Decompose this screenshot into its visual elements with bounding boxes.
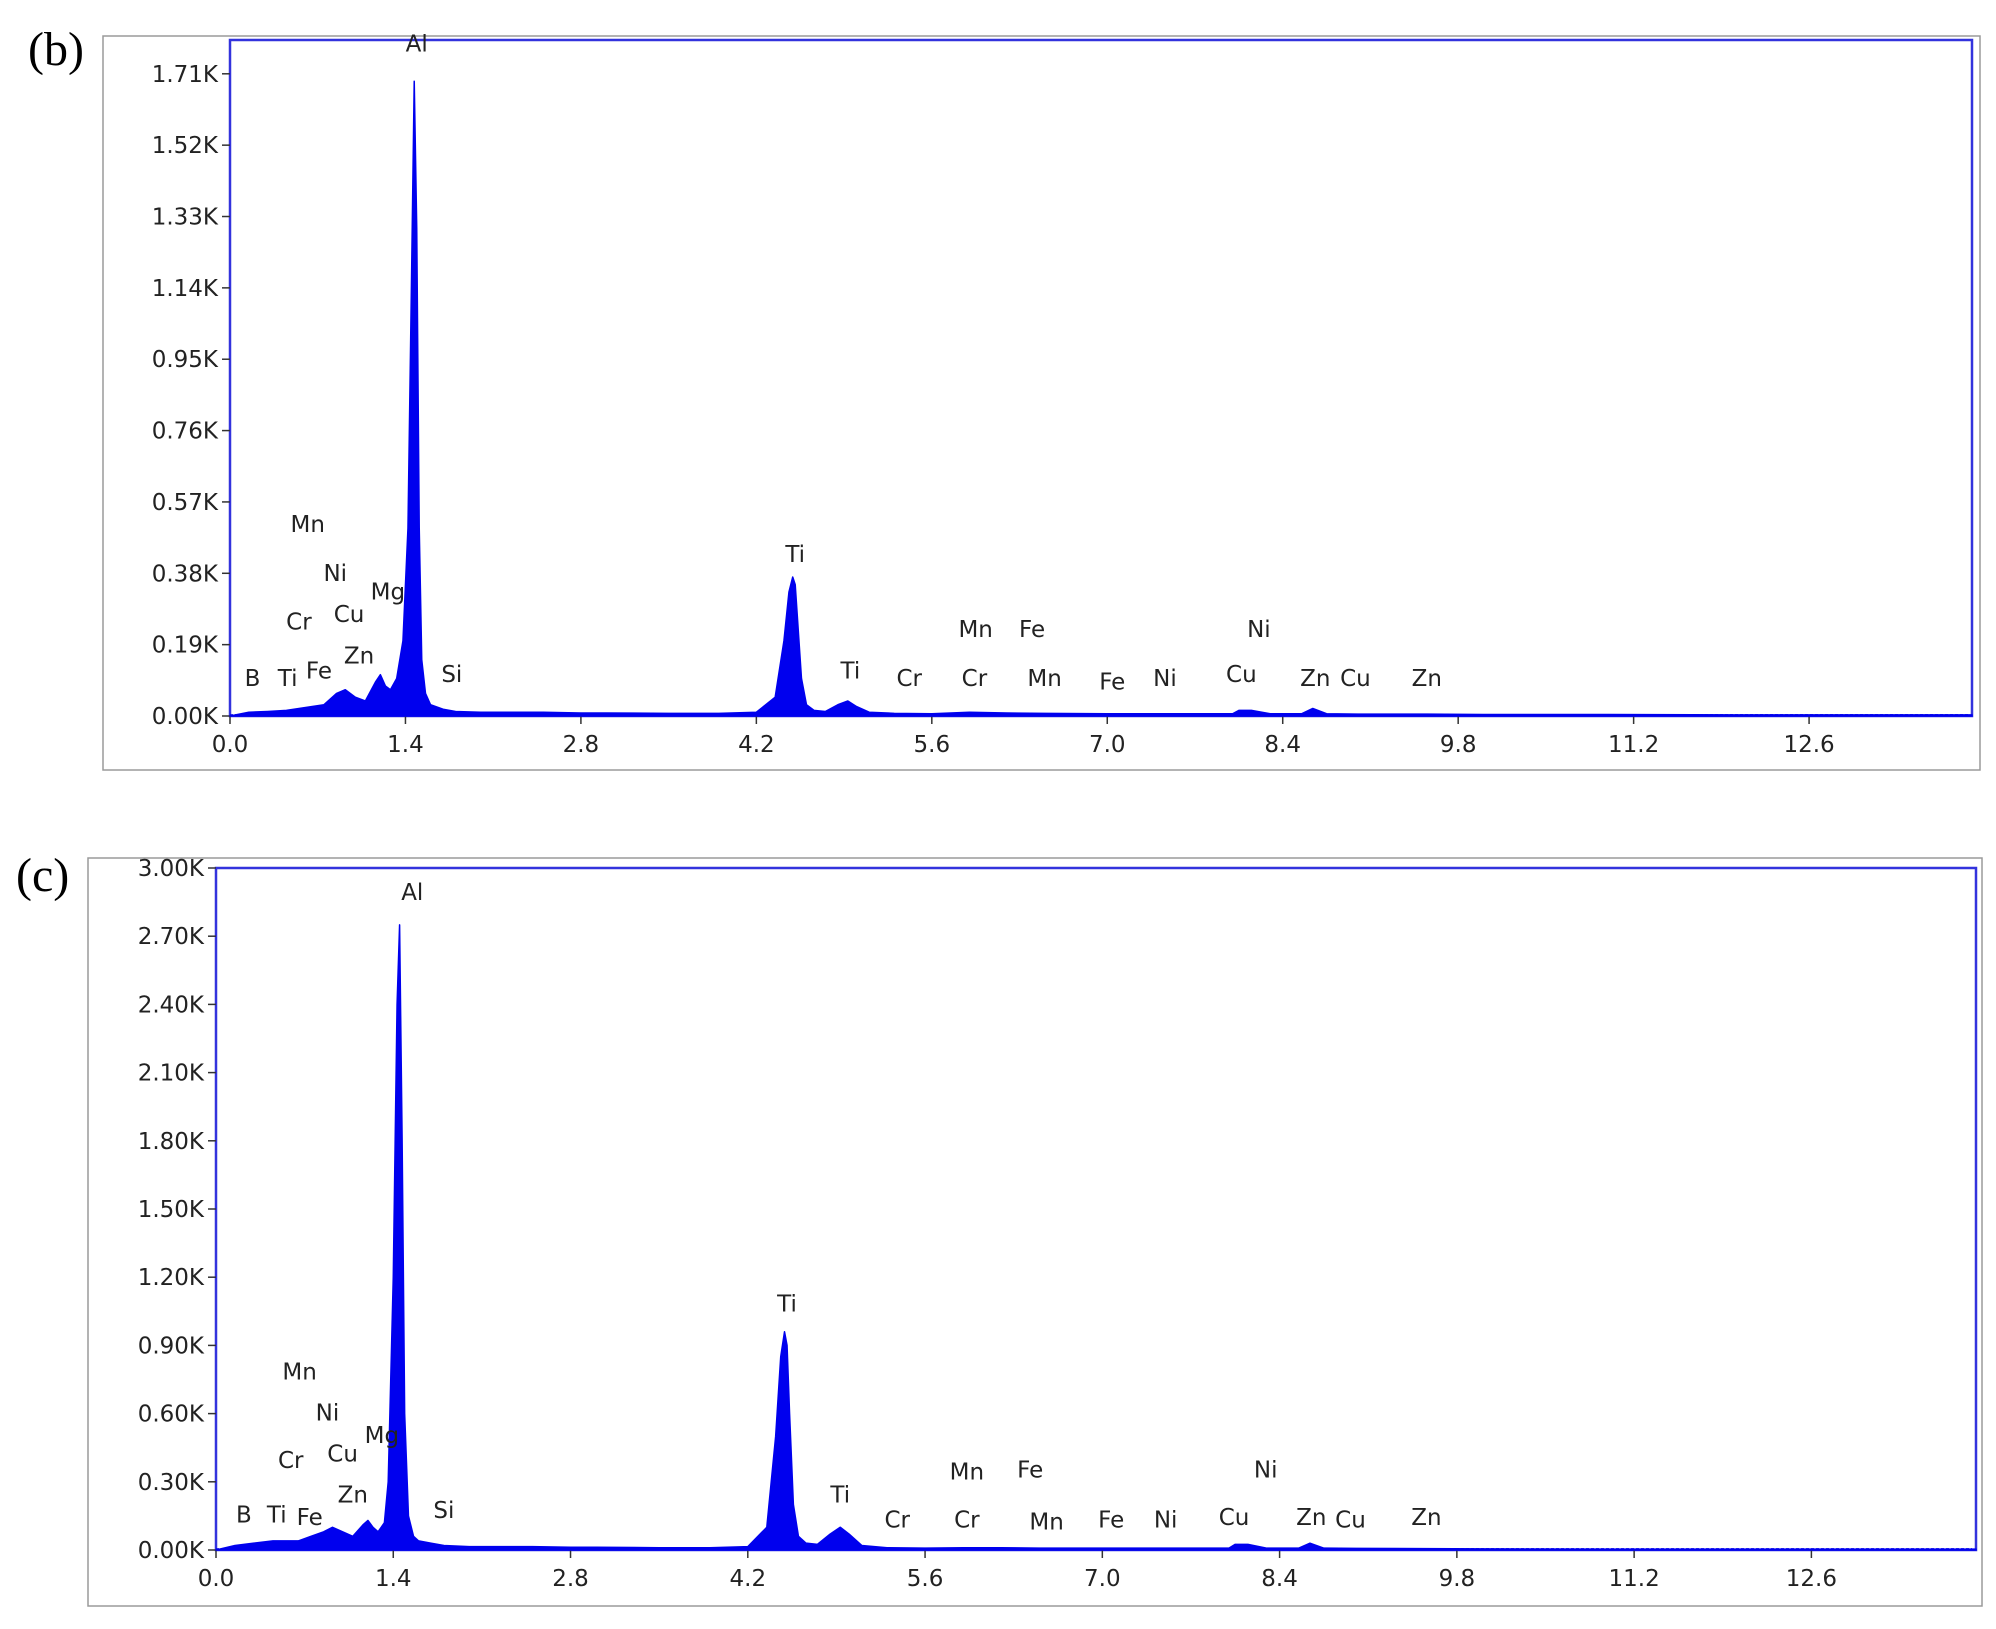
- element-peak-label: Ni: [1153, 666, 1177, 692]
- y-tick-label: 0.00K: [152, 704, 219, 730]
- y-tick-label: 0.57K: [152, 490, 219, 516]
- element-peak-label: Zn: [1411, 1505, 1441, 1531]
- element-peak-label: Cu: [1226, 662, 1257, 688]
- element-peak-label: B: [236, 1503, 252, 1529]
- y-tick-label: 3.00K: [138, 856, 205, 882]
- element-peak-label: Fe: [306, 658, 332, 684]
- x-tick-label: 5.6: [914, 732, 951, 758]
- element-peak-label: Si: [433, 1498, 454, 1524]
- element-peak-label: Cu: [1219, 1505, 1250, 1531]
- element-peak-label: Ti: [829, 1482, 850, 1508]
- element-peak-label: Mn: [1029, 1510, 1063, 1536]
- x-tick-label: 9.8: [1440, 732, 1477, 758]
- element-peak-label: Mn: [958, 617, 992, 643]
- element-peak-label: Ni: [1247, 617, 1271, 643]
- element-peak-label: Fe: [1099, 670, 1125, 696]
- y-tick-label: 1.52K: [152, 133, 219, 159]
- y-tick-label: 1.20K: [138, 1265, 205, 1291]
- y-tick-label: 0.38K: [152, 561, 219, 587]
- x-tick-label: 12.6: [1786, 1566, 1837, 1592]
- x-tick-label: 12.6: [1783, 732, 1834, 758]
- element-peak-label: B: [245, 666, 261, 692]
- element-peak-label: Ni: [316, 1400, 340, 1426]
- y-tick-label: 0.00K: [138, 1538, 205, 1564]
- element-peak-label: Cu: [1335, 1507, 1366, 1533]
- x-tick-label: 2.8: [563, 732, 600, 758]
- y-tick-label: 1.14K: [152, 276, 219, 302]
- y-tick-label: 0.19K: [152, 633, 219, 659]
- element-peak-label: Mn: [282, 1360, 316, 1386]
- element-peak-label: Ti: [266, 1503, 287, 1529]
- eds-spectrum-b: 0.00K 0.19K 0.38K 0.57K 0.76K 0.95K 1.14K 1.33K…: [102, 31, 1981, 771]
- element-peak-label: Cr: [962, 666, 988, 692]
- y-tick-label: 0.76K: [152, 419, 219, 445]
- element-peak-label: Fe: [1098, 1507, 1124, 1533]
- y-tick-label: 0.90K: [138, 1333, 205, 1359]
- element-peak-label: Zn: [344, 643, 374, 669]
- element-peak-label: Cr: [278, 1448, 304, 1474]
- element-peak-label: Al: [406, 31, 428, 57]
- x-tick-label: 7.0: [1084, 1566, 1121, 1592]
- element-peak-label: Ti: [776, 1291, 797, 1317]
- y-tick-label: 1.50K: [138, 1197, 205, 1223]
- element-peak-label: Ni: [1154, 1507, 1178, 1533]
- x-tick-label: 8.4: [1261, 1566, 1298, 1592]
- element-peak-label: Mn: [950, 1460, 984, 1486]
- element-peak-label: Fe: [1019, 617, 1045, 643]
- element-peak-label: Cr: [884, 1507, 910, 1533]
- y-tick-label: 2.10K: [138, 1061, 205, 1087]
- y-tick-label: 1.71K: [152, 62, 219, 88]
- element-peak-label: Mg: [371, 580, 405, 606]
- element-peak-label: Ni: [1254, 1457, 1278, 1483]
- element-peak-label: Al: [401, 880, 423, 906]
- element-peak-label: Cu: [327, 1441, 358, 1467]
- x-tick-label: 8.4: [1264, 732, 1301, 758]
- element-peak-label: Mn: [290, 512, 324, 538]
- element-peak-label: Zn: [1296, 1505, 1326, 1531]
- y-tick-label: 0.60K: [138, 1402, 205, 1428]
- x-tick-label: 11.2: [1608, 732, 1659, 758]
- chart-outer-frame: [87, 857, 1983, 1607]
- x-tick-label: 0.0: [198, 1566, 235, 1592]
- element-peak-label: Ti: [277, 666, 298, 692]
- eds-spectrum-c: 0.00K 0.30K 0.60K 0.90K 1.20K 1.50K 1.80K 2.10K…: [87, 856, 1983, 1607]
- y-tick-label: 1.80K: [138, 1129, 205, 1155]
- element-peak-label: Zn: [1300, 666, 1330, 692]
- y-tick-label: 2.40K: [138, 992, 205, 1018]
- x-tick-label: 0.0: [212, 732, 249, 758]
- x-tick-label: 9.8: [1439, 1566, 1476, 1592]
- x-tick-label: 5.6: [907, 1566, 944, 1592]
- element-peak-label: Ti: [784, 542, 805, 568]
- x-tick-label: 11.2: [1609, 1566, 1660, 1592]
- element-peak-label: Cr: [896, 666, 922, 692]
- x-tick-label: 1.4: [387, 732, 424, 758]
- element-peak-label: Si: [441, 662, 462, 688]
- element-peak-label: Fe: [297, 1505, 323, 1531]
- y-tick-label: 1.33K: [152, 205, 219, 231]
- element-peak-label: Ni: [323, 561, 347, 587]
- y-tick-label: 0.30K: [138, 1470, 205, 1496]
- element-peak-label: Zn: [1412, 666, 1442, 692]
- element-peak-label: Cr: [286, 610, 312, 636]
- element-peak-label: Ti: [839, 658, 860, 684]
- element-peak-label: Cu: [1340, 666, 1371, 692]
- x-tick-label: 4.2: [738, 732, 775, 758]
- x-tick-label: 2.8: [552, 1566, 589, 1592]
- y-tick-label: 2.70K: [138, 924, 205, 950]
- element-peak-label: Mg: [365, 1423, 399, 1449]
- element-peak-label: Zn: [338, 1482, 368, 1508]
- element-peak-label: Mn: [1027, 666, 1061, 692]
- x-tick-label: 7.0: [1089, 732, 1126, 758]
- element-peak-label: Cr: [954, 1507, 980, 1533]
- y-tick-label: 0.95K: [152, 347, 219, 373]
- panel-c-letter: (c): [16, 849, 70, 902]
- chart-outer-frame: [102, 35, 1981, 771]
- spectrum-area: [229, 80, 1973, 717]
- x-tick-label: 4.2: [730, 1566, 767, 1592]
- x-tick-label: 1.4: [375, 1566, 412, 1592]
- element-peak-label: Fe: [1017, 1457, 1043, 1483]
- panel-b-letter: (b): [28, 23, 84, 76]
- element-peak-label: Cu: [334, 602, 365, 628]
